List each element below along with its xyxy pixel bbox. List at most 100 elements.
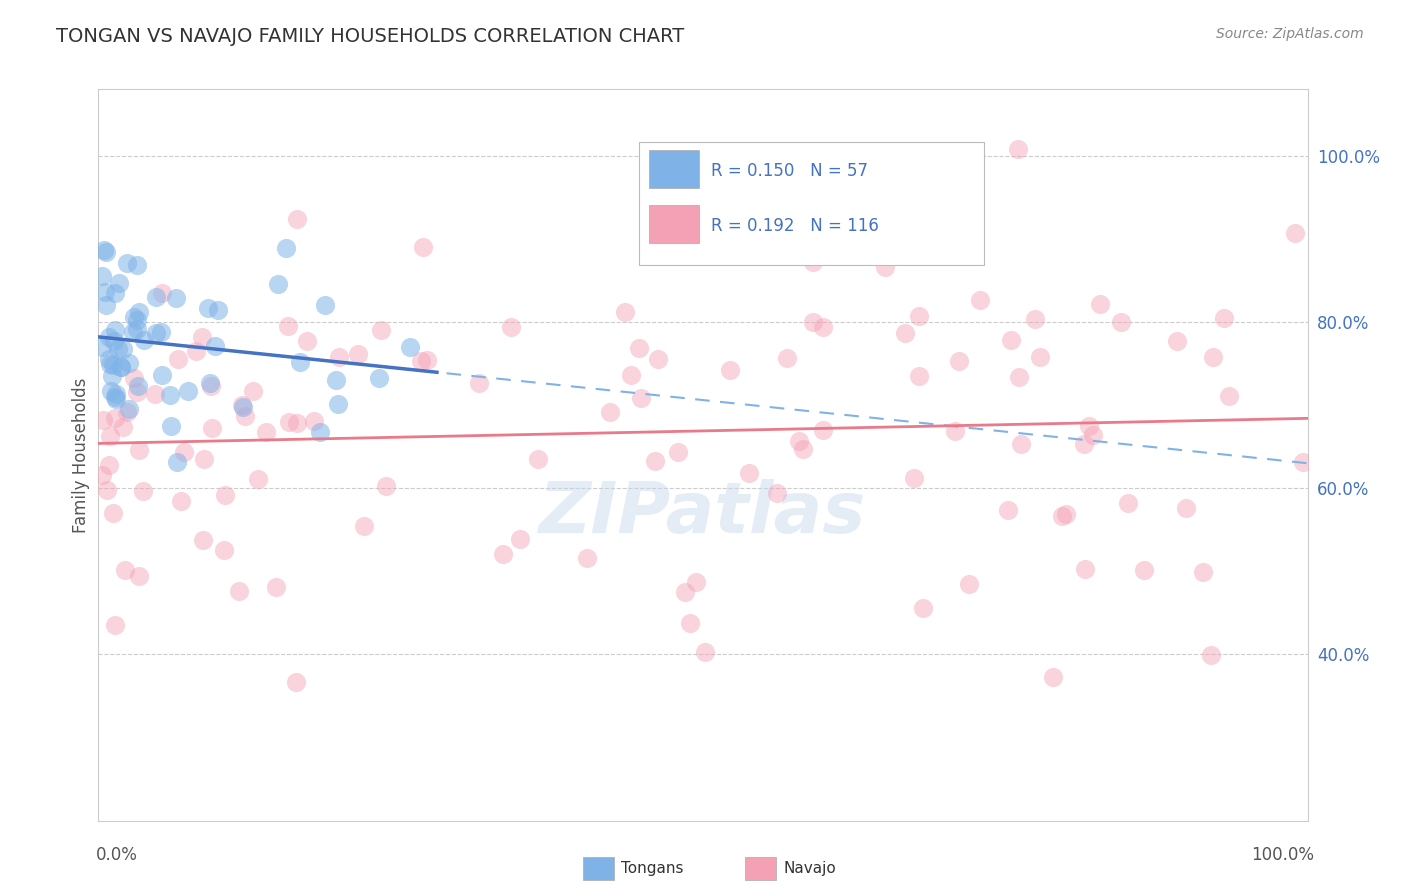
Point bbox=[792, 442, 814, 456]
Point bbox=[1077, 418, 1099, 433]
Point bbox=[1192, 565, 1215, 579]
Point bbox=[789, 434, 811, 449]
Point bbox=[93, 243, 115, 257]
Point bbox=[104, 392, 127, 406]
Point bbox=[1116, 496, 1139, 510]
Point bbox=[679, 616, 702, 631]
Point bbox=[1133, 563, 1156, 577]
Point bbox=[911, 601, 934, 615]
Point bbox=[145, 290, 167, 304]
Point bbox=[894, 326, 917, 340]
Point bbox=[1007, 142, 1029, 156]
Point bbox=[399, 340, 422, 354]
Point bbox=[127, 378, 149, 392]
Point bbox=[325, 373, 347, 387]
Point bbox=[107, 342, 129, 356]
Point bbox=[254, 425, 277, 439]
Point bbox=[267, 277, 290, 291]
Point bbox=[132, 483, 155, 498]
Point bbox=[228, 584, 250, 599]
Text: R = 0.150   N = 57: R = 0.150 N = 57 bbox=[711, 162, 869, 180]
Point bbox=[1029, 350, 1052, 364]
Point bbox=[801, 254, 824, 268]
Text: TONGAN VS NAVAJO FAMILY HOUSEHOLDS CORRELATION CHART: TONGAN VS NAVAJO FAMILY HOUSEHOLDS CORRE… bbox=[56, 27, 685, 45]
Point bbox=[201, 421, 224, 435]
Text: ZIPatlas: ZIPatlas bbox=[540, 479, 866, 548]
Point bbox=[959, 576, 981, 591]
Point bbox=[176, 384, 198, 399]
Point bbox=[166, 455, 188, 469]
Point bbox=[122, 325, 145, 339]
Point bbox=[97, 351, 120, 366]
Point bbox=[91, 413, 114, 427]
Point bbox=[718, 363, 741, 377]
Point bbox=[575, 551, 598, 566]
Point bbox=[150, 368, 173, 382]
Point bbox=[288, 355, 311, 369]
Point bbox=[1090, 296, 1112, 310]
Point bbox=[111, 420, 134, 434]
Point bbox=[170, 494, 193, 508]
Point bbox=[375, 479, 398, 493]
Point bbox=[907, 369, 929, 384]
Point bbox=[1000, 334, 1022, 348]
Point bbox=[630, 391, 652, 405]
Point bbox=[165, 291, 187, 305]
Point bbox=[776, 351, 799, 365]
Point bbox=[100, 384, 122, 399]
Point bbox=[765, 486, 787, 500]
Point bbox=[193, 533, 215, 548]
Point bbox=[599, 405, 621, 419]
Text: Source: ZipAtlas.com: Source: ZipAtlas.com bbox=[1216, 27, 1364, 41]
Point bbox=[1011, 436, 1033, 450]
Point bbox=[1166, 334, 1188, 348]
Point bbox=[204, 339, 226, 353]
Point bbox=[1056, 507, 1078, 521]
Text: 0.0%: 0.0% bbox=[96, 846, 138, 863]
Point bbox=[103, 334, 125, 348]
Point bbox=[117, 356, 139, 370]
Point bbox=[110, 359, 132, 374]
Point bbox=[167, 351, 190, 366]
Point bbox=[127, 322, 149, 336]
Point bbox=[128, 443, 150, 458]
Point bbox=[232, 401, 254, 415]
Point bbox=[110, 359, 132, 374]
Point bbox=[328, 350, 350, 364]
Point bbox=[1218, 389, 1240, 403]
Point bbox=[104, 411, 127, 425]
Point bbox=[117, 405, 139, 419]
Point bbox=[91, 269, 114, 284]
Point bbox=[647, 351, 669, 366]
Point bbox=[499, 319, 522, 334]
Point bbox=[96, 483, 118, 497]
Point bbox=[150, 286, 173, 301]
Point bbox=[115, 256, 138, 270]
Point bbox=[673, 584, 696, 599]
Point bbox=[801, 315, 824, 329]
Point bbox=[127, 313, 149, 327]
Point bbox=[150, 325, 173, 339]
Point bbox=[103, 358, 125, 372]
Point bbox=[125, 259, 148, 273]
Point bbox=[104, 323, 127, 337]
Point bbox=[277, 415, 299, 429]
Point bbox=[184, 344, 207, 359]
FancyBboxPatch shape bbox=[648, 150, 699, 188]
Point bbox=[173, 445, 195, 459]
Point bbox=[353, 519, 375, 533]
Point bbox=[695, 645, 717, 659]
Point bbox=[368, 371, 391, 385]
Point bbox=[509, 533, 531, 547]
Point bbox=[246, 472, 269, 486]
Point bbox=[111, 342, 134, 356]
Point bbox=[811, 423, 834, 437]
Point bbox=[104, 387, 127, 401]
Point bbox=[620, 368, 643, 382]
Point bbox=[264, 580, 287, 594]
Point bbox=[128, 568, 150, 582]
Point bbox=[1109, 315, 1132, 329]
Point bbox=[314, 298, 336, 312]
Point bbox=[1081, 427, 1104, 442]
Y-axis label: Family Households: Family Households bbox=[72, 377, 90, 533]
